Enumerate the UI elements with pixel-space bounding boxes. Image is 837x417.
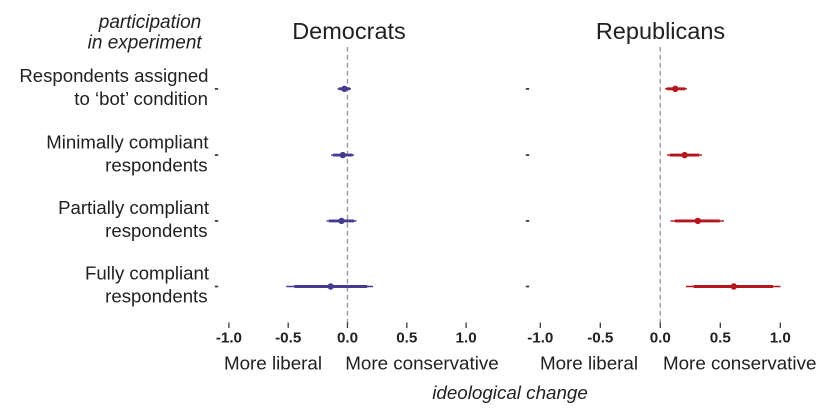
svg-text:-0.5: -0.5 (275, 330, 302, 347)
svg-text:-1.0: -1.0 (527, 330, 553, 347)
svg-text:-0.5: -0.5 (587, 330, 614, 347)
svg-text:More conservative: More conservative (663, 352, 816, 373)
svg-text:in experiment: in experiment (88, 32, 203, 53)
svg-text:More liberal: More liberal (224, 352, 322, 373)
svg-text:ideological change: ideological change (432, 382, 588, 403)
svg-text:0.0: 0.0 (337, 330, 358, 347)
svg-text:Respondents assigned: Respondents assigned (19, 65, 208, 86)
svg-text:More liberal: More liberal (540, 352, 638, 373)
svg-text:1.0: 1.0 (456, 330, 477, 347)
svg-text:0.5: 0.5 (396, 330, 418, 347)
svg-text:respondents: respondents (105, 286, 207, 307)
svg-text:Republicans: Republicans (596, 18, 725, 44)
svg-text:Minimally compliant: Minimally compliant (46, 131, 209, 152)
svg-text:respondents: respondents (105, 220, 207, 241)
svg-text:participation: participation (98, 12, 201, 33)
svg-text:More conservative: More conservative (345, 352, 498, 373)
svg-text:1.0: 1.0 (770, 330, 791, 347)
svg-text:to ‘bot’ condition: to ‘bot’ condition (74, 88, 208, 109)
svg-text:-1.0: -1.0 (216, 330, 242, 347)
svg-text:Democrats: Democrats (292, 18, 406, 44)
svg-text:Fully compliant: Fully compliant (85, 263, 210, 284)
svg-text:respondents: respondents (105, 154, 207, 175)
svg-text:0.5: 0.5 (710, 330, 732, 347)
svg-text:Partially compliant: Partially compliant (58, 197, 210, 218)
svg-text:0.0: 0.0 (650, 330, 671, 347)
